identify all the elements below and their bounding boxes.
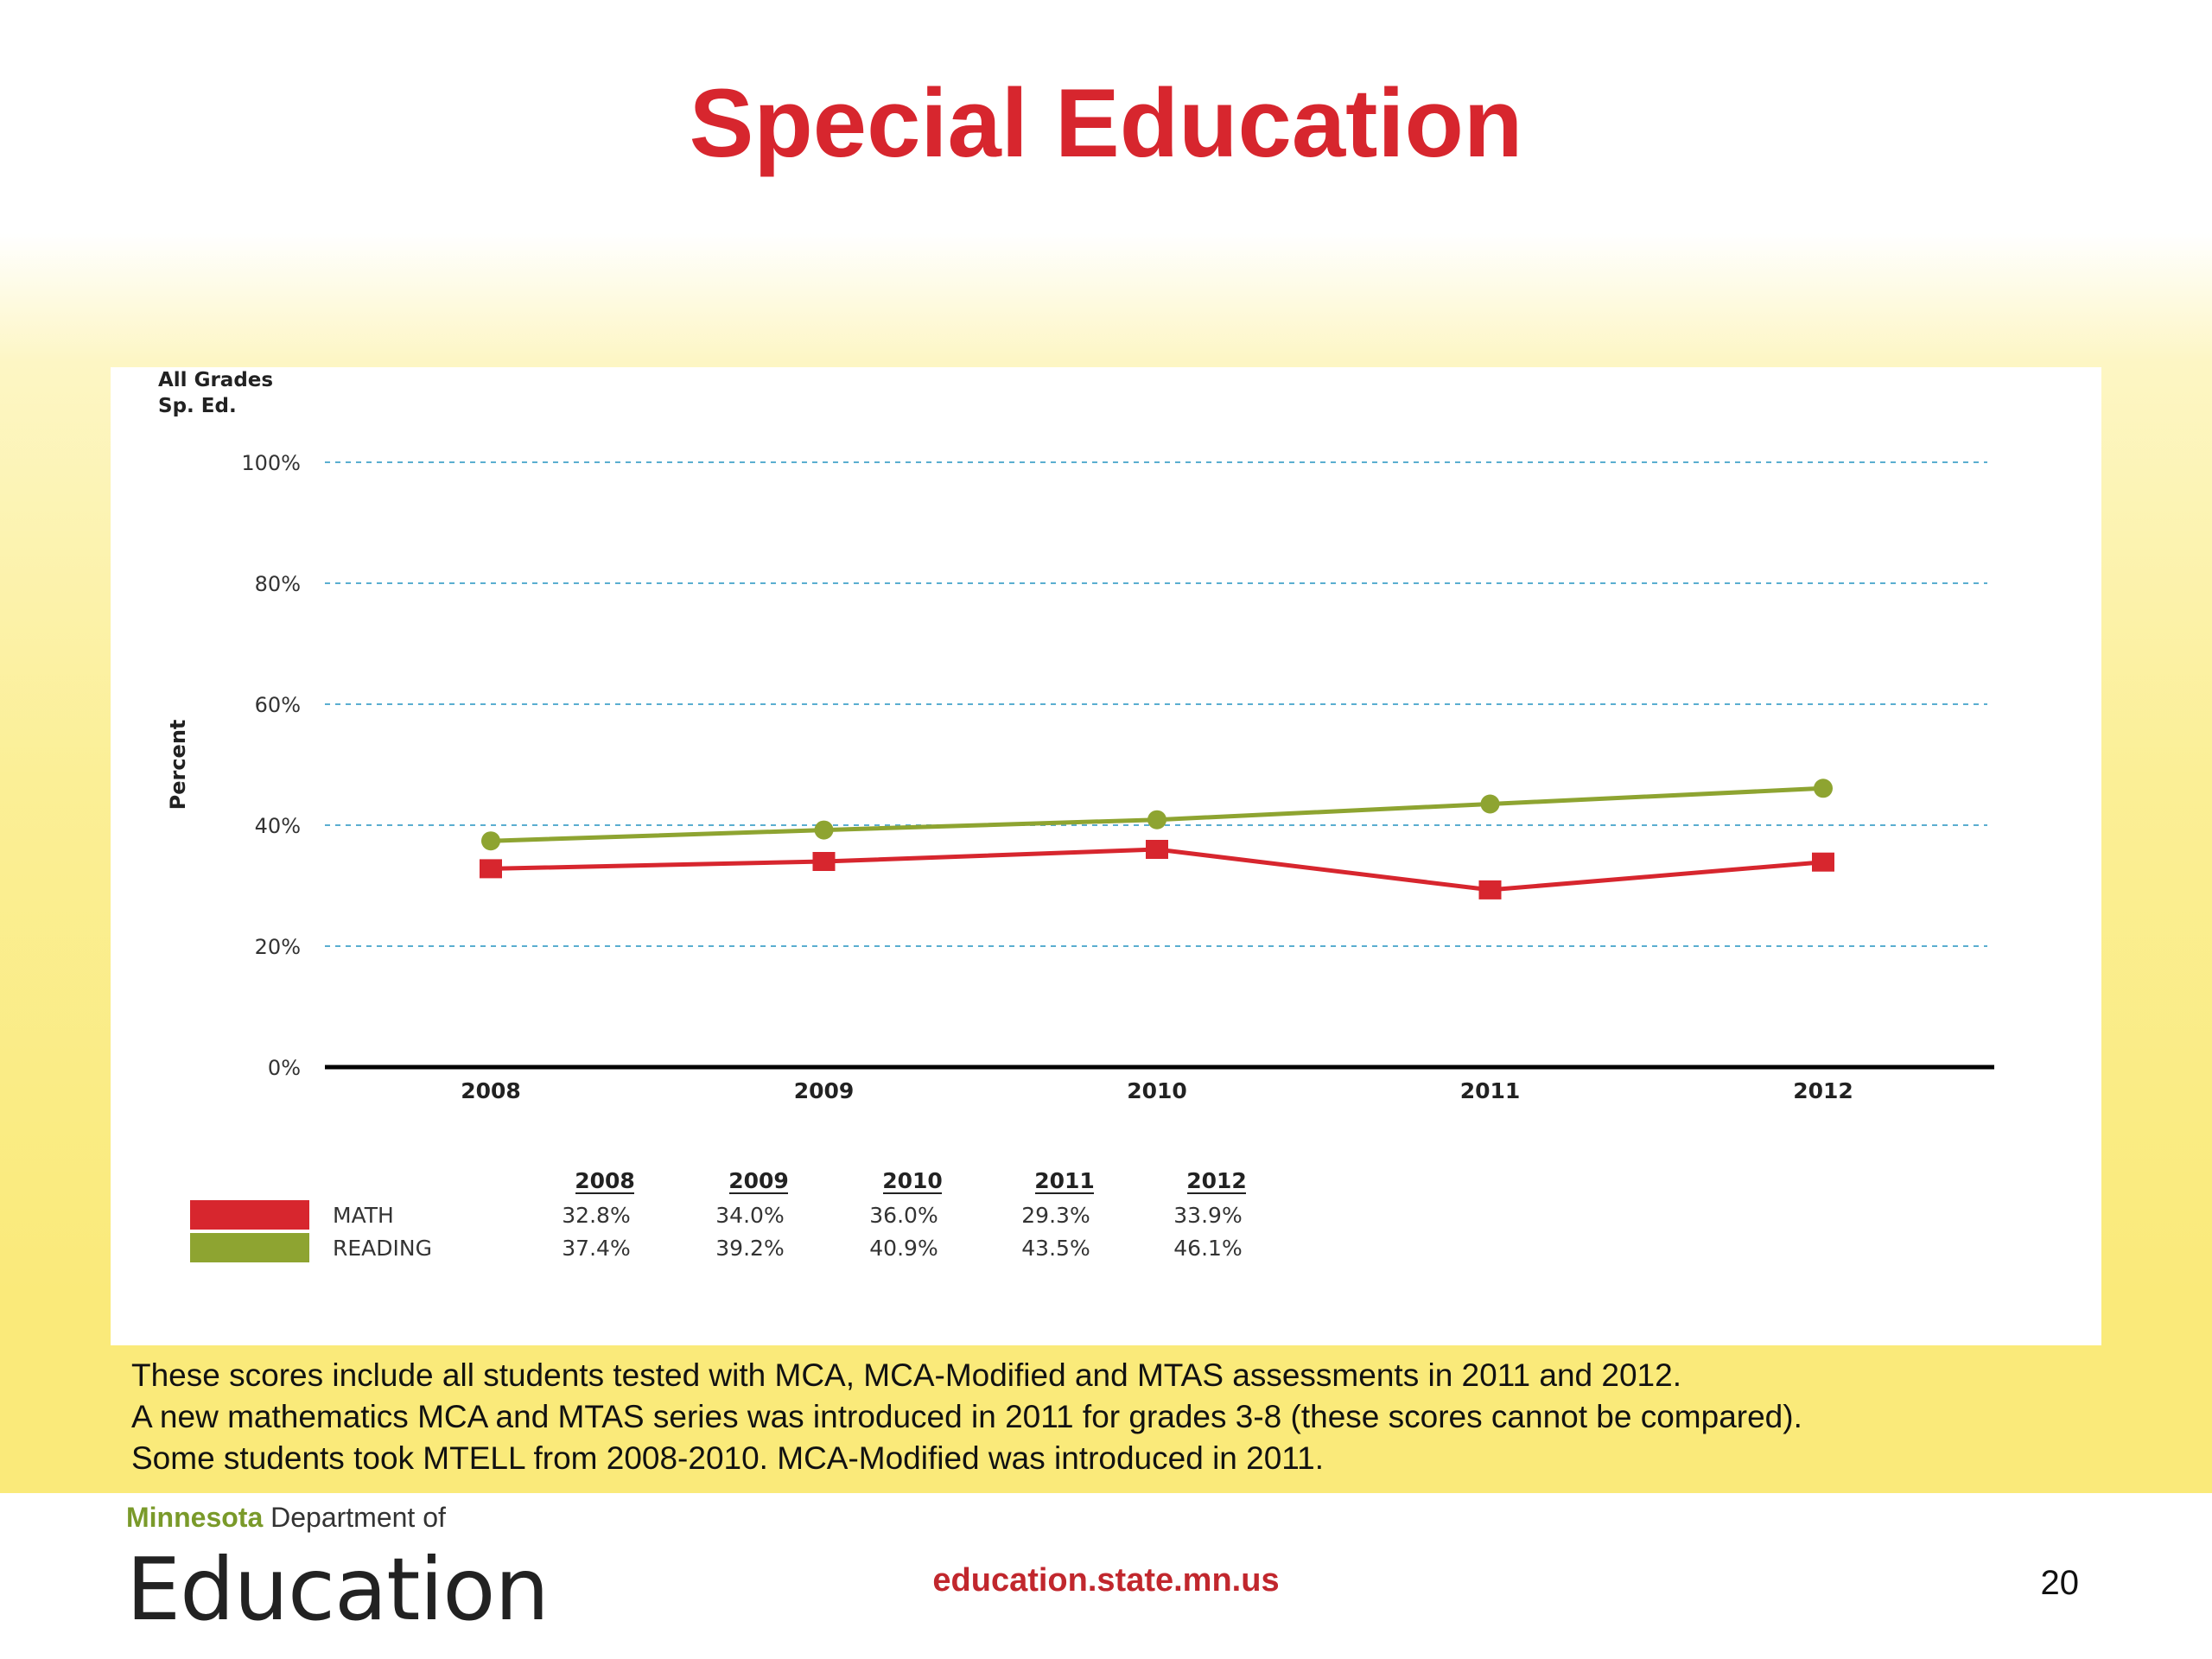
legend-label-reading: READING xyxy=(333,1236,432,1261)
data-point-reading xyxy=(1480,794,1500,814)
table-value: 34.0% xyxy=(715,1203,784,1228)
legend-swatch-reading xyxy=(190,1233,309,1262)
logo-name: Education xyxy=(126,1539,550,1640)
x-tick-label: 2011 xyxy=(1460,1078,1521,1103)
legend-swatch-math xyxy=(190,1200,309,1230)
slide-title: Special Education xyxy=(689,69,1523,177)
data-point-reading xyxy=(1814,779,1833,798)
note-line-3: Some students took MTELL from 2008-2010.… xyxy=(131,1440,1324,1476)
table-value: 39.2% xyxy=(715,1236,784,1261)
x-tick-label: 2012 xyxy=(1793,1078,1853,1103)
data-point-reading xyxy=(814,820,834,840)
legend-label-math: MATH xyxy=(333,1203,394,1228)
line-chart: All Grades Sp. Ed. Percent 0% 20% 40% 60% 80% 10… xyxy=(158,369,1994,1262)
table-header: 2012 xyxy=(1186,1168,1247,1193)
logo-subtitle: Minnesota Department of xyxy=(126,1502,549,1534)
x-tick-label: 2010 xyxy=(1127,1078,1187,1103)
data-point-math xyxy=(1812,852,1834,872)
logo-state: Minnesota xyxy=(126,1502,264,1533)
table-header: 2009 xyxy=(728,1168,789,1193)
table-value: 36.0% xyxy=(869,1203,938,1228)
data-point-reading xyxy=(1147,810,1166,830)
table-value: 29.3% xyxy=(1021,1203,1090,1228)
table-value: 33.9% xyxy=(1173,1203,1242,1228)
data-point-math xyxy=(1478,880,1502,899)
chart-title-line: Sp. Ed. xyxy=(158,395,237,417)
table-value: 46.1% xyxy=(1173,1236,1242,1261)
table-value: 43.5% xyxy=(1021,1236,1090,1261)
table-header: 2010 xyxy=(882,1168,943,1193)
chart-title-line: All Grades xyxy=(158,369,273,391)
table-value: 40.9% xyxy=(869,1236,938,1261)
data-point-math xyxy=(480,859,502,879)
y-axis-label: Percent xyxy=(166,720,190,810)
note-line-2: A new mathematics MCA and MTAS series wa… xyxy=(131,1399,1802,1434)
x-tick-label: 2008 xyxy=(461,1078,521,1103)
y-tick-label: 0% xyxy=(268,1056,301,1080)
table-value: 37.4% xyxy=(562,1236,630,1261)
table-header: 2008 xyxy=(575,1168,635,1193)
logo-department: Department of xyxy=(270,1502,446,1533)
slide-notes: These scores include all students tested… xyxy=(131,1355,2119,1479)
table-value: 32.8% xyxy=(562,1203,630,1228)
data-point-math xyxy=(1146,840,1168,859)
note-line-1: These scores include all students tested… xyxy=(131,1357,1681,1393)
page-number: 20 xyxy=(2040,1564,2080,1602)
footer-url[interactable]: education.state.mn.us xyxy=(932,1562,1280,1599)
y-tick-label: 20% xyxy=(255,935,301,959)
table-header: 2011 xyxy=(1034,1168,1095,1193)
y-tick-label: 60% xyxy=(255,693,301,717)
y-tick-label: 100% xyxy=(241,451,301,475)
data-point-reading xyxy=(481,831,500,851)
y-tick-label: 80% xyxy=(255,572,301,596)
data-point-math xyxy=(812,852,836,871)
y-tick-label: 40% xyxy=(255,814,301,838)
mde-logo: Minnesota Department of Education xyxy=(126,1502,550,1640)
chart-panel: All Grades Sp. Ed. Percent 0% 20% 40% 60% 80% 10… xyxy=(111,367,2101,1345)
x-tick-label: 2009 xyxy=(794,1078,855,1103)
